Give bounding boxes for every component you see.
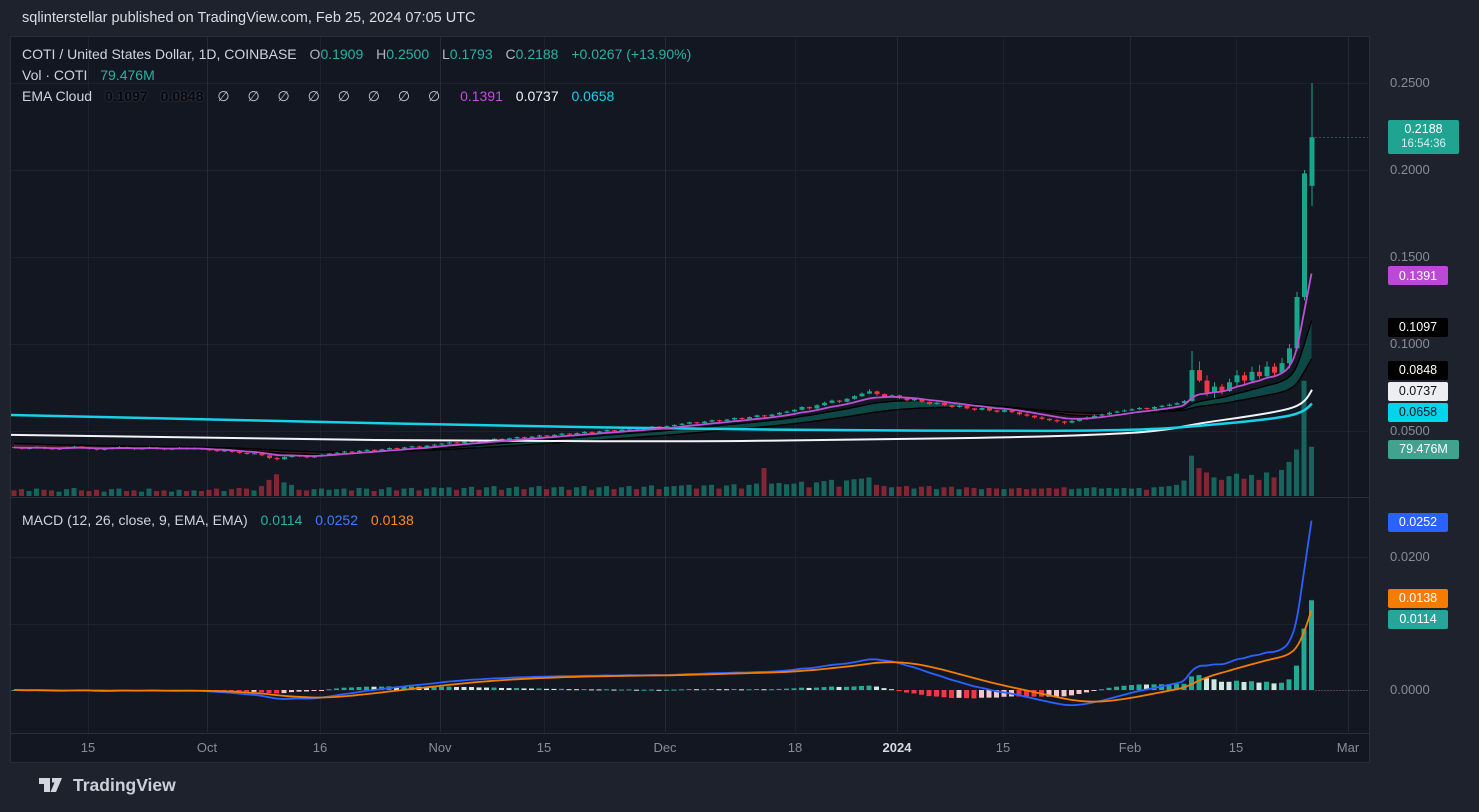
close-value: 0.2188	[515, 46, 559, 62]
low-key: L	[442, 46, 450, 62]
ema-cyan-value: 0.0658	[571, 88, 615, 104]
macd-signal-value: 0.0138	[370, 512, 414, 528]
ema-white-value: 0.0737	[515, 88, 559, 104]
macd-signal-badge-value: 0.0138	[1398, 591, 1438, 606]
ema-null-values: ∅ ∅ ∅ ∅ ∅ ∅ ∅ ∅	[217, 88, 448, 104]
footer-bar: TradingView	[0, 763, 1479, 812]
time-tick-label: 18	[787, 740, 803, 755]
ema-cloud-slow-badge: 0.0848	[1388, 360, 1448, 380]
last-price-badge: 0.2188 16:54:36	[1388, 120, 1459, 155]
high-key: H	[376, 46, 387, 62]
macd-hist-value: 0.0114	[260, 512, 303, 528]
ema-purple-badge-value: 0.1391	[1398, 268, 1438, 283]
price-tick-label: 0.0500	[1390, 423, 1430, 438]
close-key: C	[505, 46, 516, 62]
low-value: 0.1793	[449, 46, 493, 62]
ema-white-badge-value: 0.0737	[1398, 384, 1438, 399]
time-axis-strip[interactable]	[10, 733, 1370, 763]
ema-cloud-legend[interactable]: EMA Cloud 0.1097 0.0848 ∅ ∅ ∅ ∅ ∅ ∅ ∅ ∅ …	[22, 88, 614, 105]
price-tick-label: 0.2500	[1390, 75, 1430, 90]
macd-line-badge: 0.0252	[1388, 512, 1448, 532]
time-tick-label: 15	[536, 740, 552, 755]
price-tick-label: 0.1500	[1390, 249, 1430, 264]
open-key: O	[309, 46, 321, 62]
macd-label: MACD (12, 26, close, 9, EMA, EMA)	[22, 512, 248, 528]
ema-cyan-badge-value: 0.0658	[1398, 405, 1438, 420]
change-value: +0.0267 (+13.90%)	[571, 46, 692, 62]
macd-tick-label: 0.0200	[1390, 549, 1430, 564]
macd-hist-badge-value: 0.0114	[1399, 612, 1437, 627]
tradingview-logo-text: TradingView	[73, 774, 176, 795]
macd-hist-badge: 0.0114	[1388, 609, 1448, 629]
ema-purple-badge: 0.1391	[1388, 266, 1448, 286]
macd-line-badge-value: 0.0252	[1398, 515, 1438, 530]
price-tick-label: 0.1000	[1390, 336, 1430, 351]
high-value: 0.2500	[386, 46, 430, 62]
time-tick-label: 15	[1228, 740, 1244, 755]
time-tick-label: Oct	[196, 740, 218, 755]
time-tick-label: Dec	[653, 740, 677, 755]
time-tick-label: Feb	[1118, 740, 1142, 755]
time-tick-label: 16	[312, 740, 328, 755]
time-tick-label: 2024	[882, 740, 912, 755]
volume-label: Vol · COTI	[22, 67, 88, 83]
tradingview-logo[interactable]: TradingView	[38, 773, 176, 797]
volume-legend[interactable]: Vol · COTI 79.476M	[22, 67, 155, 83]
ema-cloud-label: EMA Cloud	[22, 88, 93, 104]
last-price-badge-value: 0.2188	[1404, 122, 1443, 137]
time-tick-label: Nov	[428, 740, 452, 755]
symbol-title: COTI / United States Dollar, 1D, COINBAS…	[22, 46, 297, 62]
pane-separator[interactable]	[10, 497, 1370, 498]
macd-line-value: 0.0252	[315, 512, 359, 528]
macd-signal-badge: 0.0138	[1388, 588, 1448, 608]
macd-tick-label: 0.0000	[1390, 682, 1430, 697]
price-tick-label: 0.2000	[1390, 162, 1430, 177]
ema-cloud-slow-badge-value: 0.0848	[1398, 363, 1438, 378]
ema-slow-value: 0.0848	[160, 88, 204, 104]
volume-badge-value: 79.476M	[1399, 442, 1448, 457]
ema-fast-value: 0.1097	[104, 88, 148, 104]
ema-white-badge: 0.0737	[1388, 381, 1448, 401]
volume-badge: 79.476M	[1388, 439, 1459, 459]
price-axis-strip[interactable]	[1370, 36, 1479, 733]
ema-cloud-fast-badge: 0.1097	[1388, 317, 1448, 337]
open-value: 0.1909	[320, 46, 364, 62]
tradingview-logo-icon	[39, 778, 62, 792]
ema-cyan-badge: 0.0658	[1388, 402, 1448, 422]
countdown-timer: 16:54:36	[1401, 138, 1446, 151]
symbol-legend[interactable]: COTI / United States Dollar, 1D, COINBAS…	[22, 46, 691, 62]
time-tick-label: Mar	[1336, 740, 1360, 755]
ema-cloud-fast-badge-value: 0.1097	[1398, 320, 1438, 335]
time-tick-label: 15	[995, 740, 1011, 755]
ema-purple-value: 0.1391	[460, 88, 503, 104]
time-tick-label: 15	[80, 740, 96, 755]
volume-value: 79.476M	[100, 67, 155, 83]
time-axis-border	[10, 733, 1370, 734]
macd-legend[interactable]: MACD (12, 26, close, 9, EMA, EMA) 0.0114…	[22, 512, 414, 528]
